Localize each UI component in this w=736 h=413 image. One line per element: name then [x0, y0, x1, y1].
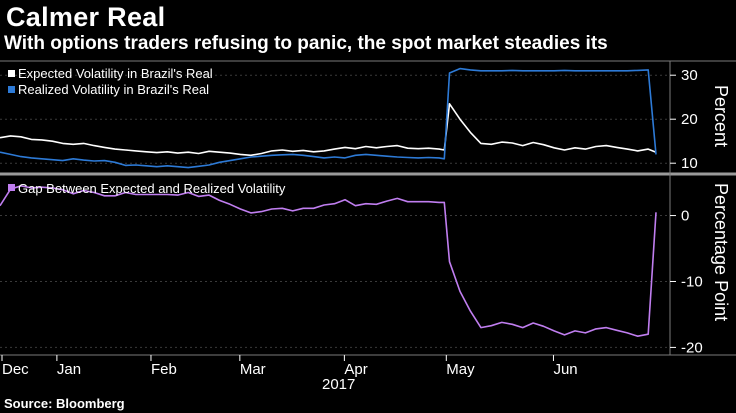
y-tick-label-20: 20 [681, 111, 698, 128]
y-tick-label-minus20: -20 [681, 339, 703, 356]
gap-volatility-line [0, 185, 657, 337]
y-tick-label-0: 0 [681, 208, 689, 225]
top-y-axis-ticks: 30 20 10 [670, 67, 698, 172]
x-tick-label-feb: Feb [151, 361, 177, 378]
chart-subheadline: With options traders refusing to panic, … [4, 33, 608, 54]
x-tick-label-apr: Apr [344, 361, 367, 378]
legend-swatch-expected [8, 70, 15, 77]
y-tick-label-10: 10 [681, 155, 698, 172]
legend-label-realized: Realized Volatility in Brazil's Real [18, 82, 209, 97]
x-axis-year-label: 2017 [322, 376, 355, 393]
realized-volatility-line [0, 67, 657, 169]
y-tick-label-30: 30 [681, 67, 698, 84]
x-axis: Dec Jan Feb Mar Apr May Jun 2017 [1, 355, 578, 393]
expected-volatility-line [0, 103, 657, 157]
bottom-y-axis-title: Percentage Point [711, 183, 731, 321]
top-panel-series [0, 67, 657, 169]
chart-headline: Calmer Real [6, 2, 166, 32]
source-note: Source: Bloomberg [4, 396, 125, 411]
x-tick-label-jan: Jan [57, 361, 81, 378]
top-panel-gridlines [0, 74, 670, 164]
x-tick-label-mar: Mar [240, 361, 266, 378]
legend-label-expected: Expected Volatility in Brazil's Real [18, 66, 213, 81]
bottom-panel-gridlines [0, 215, 670, 348]
legend-label-gap: Gap Between Expected and Realized Volati… [18, 181, 286, 196]
y-tick-label-minus10: -10 [681, 273, 703, 290]
top-y-axis-title: Percent [711, 85, 731, 147]
x-tick-label-jun: Jun [553, 361, 577, 378]
x-tick-label-dec: Dec [2, 361, 29, 378]
legend-swatch-realized [8, 86, 15, 93]
x-tick-label-may: May [446, 361, 475, 378]
bottom-y-axis-ticks: 0 -10 -20 [670, 208, 703, 356]
legend-swatch-gap [8, 184, 15, 191]
